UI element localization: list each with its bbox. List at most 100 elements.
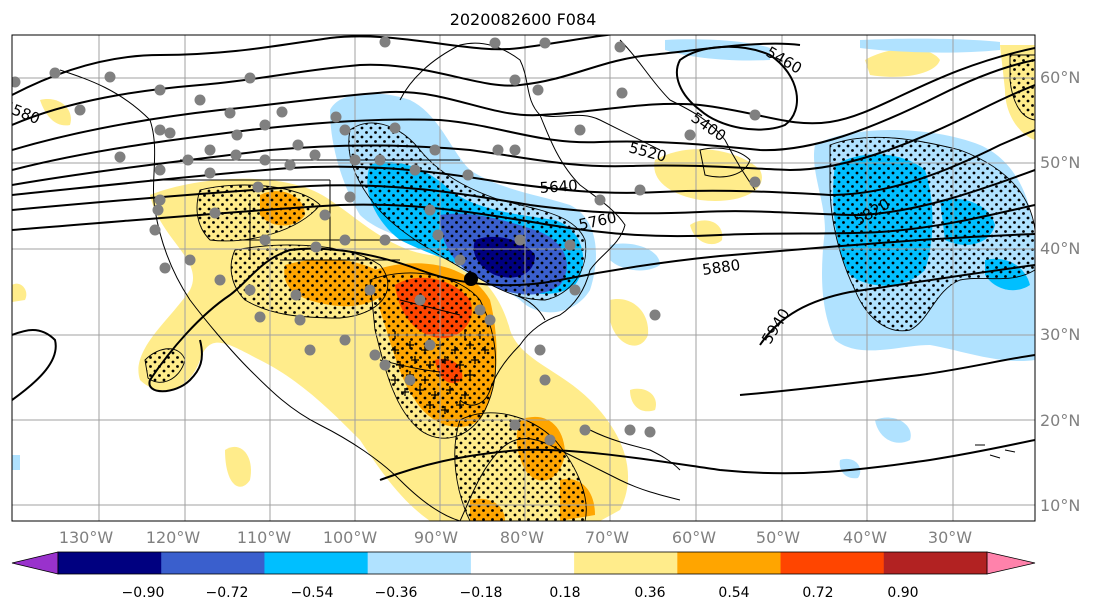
plot-title: 2020082600 F084 bbox=[450, 10, 597, 29]
plus-marker bbox=[451, 346, 459, 354]
station-dot bbox=[684, 129, 696, 141]
station-dot bbox=[294, 314, 306, 326]
lon-label: 40°W bbox=[843, 528, 887, 547]
colorbar-ticks: −0.90 −0.72 −0.54 −0.36 −0.18 0.18 0.36 … bbox=[122, 585, 919, 601]
colorbar-tick-label: 0.72 bbox=[802, 585, 833, 601]
station-dot bbox=[254, 311, 266, 323]
plus-marker bbox=[441, 356, 449, 364]
station-dot bbox=[616, 87, 628, 99]
lat-lon-grid bbox=[12, 35, 1035, 521]
station-dot bbox=[539, 374, 551, 386]
station-dot bbox=[534, 344, 546, 356]
plus-marker bbox=[461, 391, 469, 399]
colorbar-max-extend bbox=[986, 551, 1036, 575]
station-dot bbox=[574, 124, 586, 136]
station-dot bbox=[164, 127, 176, 139]
plus-marker bbox=[411, 356, 419, 364]
station-dot bbox=[389, 122, 401, 134]
plus-marker bbox=[431, 391, 439, 399]
colorbar-segment bbox=[574, 552, 678, 574]
plus-marker bbox=[441, 406, 449, 414]
station-dot bbox=[749, 176, 761, 188]
station-dot bbox=[539, 37, 551, 49]
colorbar-frame bbox=[57, 551, 988, 575]
station-dot bbox=[231, 129, 243, 141]
plus-marker bbox=[456, 361, 464, 369]
station-dot bbox=[749, 109, 761, 121]
station-dot bbox=[204, 167, 216, 179]
station-dot bbox=[379, 36, 391, 48]
colorbar-tick-label: −0.36 bbox=[375, 585, 418, 601]
station-dot bbox=[259, 154, 271, 166]
station-dot bbox=[339, 234, 351, 246]
station-dot bbox=[194, 94, 206, 106]
lon-label: 60°W bbox=[672, 528, 716, 547]
plus-marker bbox=[481, 346, 489, 354]
lon-label: 70°W bbox=[585, 528, 629, 547]
colorbar-tick-label: −0.90 bbox=[122, 585, 165, 601]
colorbar-tick-label: 0.90 bbox=[887, 585, 918, 601]
station-dot bbox=[244, 72, 256, 84]
plus-marker bbox=[426, 401, 434, 409]
station-dot bbox=[339, 334, 351, 346]
station-dot bbox=[154, 84, 166, 96]
station-dot bbox=[259, 234, 271, 246]
station-dot bbox=[304, 344, 316, 356]
plus-marker bbox=[471, 356, 479, 364]
lat-label: 60°N bbox=[1040, 68, 1080, 87]
station-dot bbox=[154, 164, 166, 176]
plus-marker bbox=[406, 341, 414, 349]
contour-label: 5880 bbox=[701, 256, 741, 279]
station-dot bbox=[649, 309, 661, 321]
station-dot bbox=[114, 151, 126, 163]
plus-marker bbox=[401, 388, 409, 396]
station-dot bbox=[432, 229, 444, 241]
colorbar-segment bbox=[367, 552, 472, 574]
station-dot bbox=[152, 204, 164, 216]
lon-label: 130°W bbox=[59, 528, 114, 547]
plus-marker bbox=[421, 376, 429, 384]
station-dot bbox=[149, 224, 161, 236]
station-dot bbox=[230, 149, 242, 161]
plus-marker bbox=[416, 386, 424, 394]
station-dot bbox=[259, 119, 271, 131]
lat-label: 10°N bbox=[1040, 496, 1080, 515]
station-dot bbox=[569, 284, 581, 296]
plus-marker bbox=[466, 371, 474, 379]
station-dot bbox=[319, 209, 331, 221]
longitude-axis-labels: 130°W 120°W 110°W 100°W 90°W 80°W 70°W 6… bbox=[59, 528, 972, 547]
colorbar-segment bbox=[58, 552, 162, 574]
station-dot bbox=[224, 107, 236, 119]
lat-label: 40°N bbox=[1040, 239, 1080, 258]
lat-label: 50°N bbox=[1040, 153, 1080, 172]
lon-label: 30°W bbox=[928, 528, 972, 547]
station-dot bbox=[644, 426, 656, 438]
station-dot bbox=[474, 304, 486, 316]
map-panel: 5460 5400 5520 5580 5640 5760 5820 5880 … bbox=[12, 35, 1035, 521]
station-dot bbox=[624, 424, 636, 436]
station-dot bbox=[374, 154, 386, 166]
station-dot bbox=[159, 262, 171, 274]
colorbar: −0.90 −0.72 −0.54 −0.36 −0.18 0.18 0.36 … bbox=[11, 551, 1036, 601]
station-dot bbox=[369, 349, 381, 361]
station-dot bbox=[462, 169, 474, 181]
latitude-axis-labels: 60°N 50°N 40°N 30°N 20°N 10°N bbox=[1040, 68, 1080, 515]
plus-marker bbox=[426, 361, 434, 369]
station-dot bbox=[489, 37, 501, 49]
lat-label: 20°N bbox=[1040, 411, 1080, 430]
colorbar-tick-label: 0.54 bbox=[718, 585, 749, 601]
station-dot bbox=[544, 434, 556, 446]
station-dot bbox=[484, 314, 496, 326]
station-dot bbox=[514, 234, 526, 246]
station-dot bbox=[429, 144, 441, 156]
station-dot bbox=[309, 149, 321, 161]
station-dot bbox=[424, 204, 436, 216]
station-dot bbox=[154, 124, 166, 136]
plus-marker bbox=[391, 346, 399, 354]
station-dot bbox=[379, 359, 391, 371]
station-dot bbox=[344, 191, 356, 203]
station-dot bbox=[414, 294, 426, 306]
lon-label: 110°W bbox=[237, 528, 292, 547]
height-contours bbox=[12, 35, 1035, 481]
